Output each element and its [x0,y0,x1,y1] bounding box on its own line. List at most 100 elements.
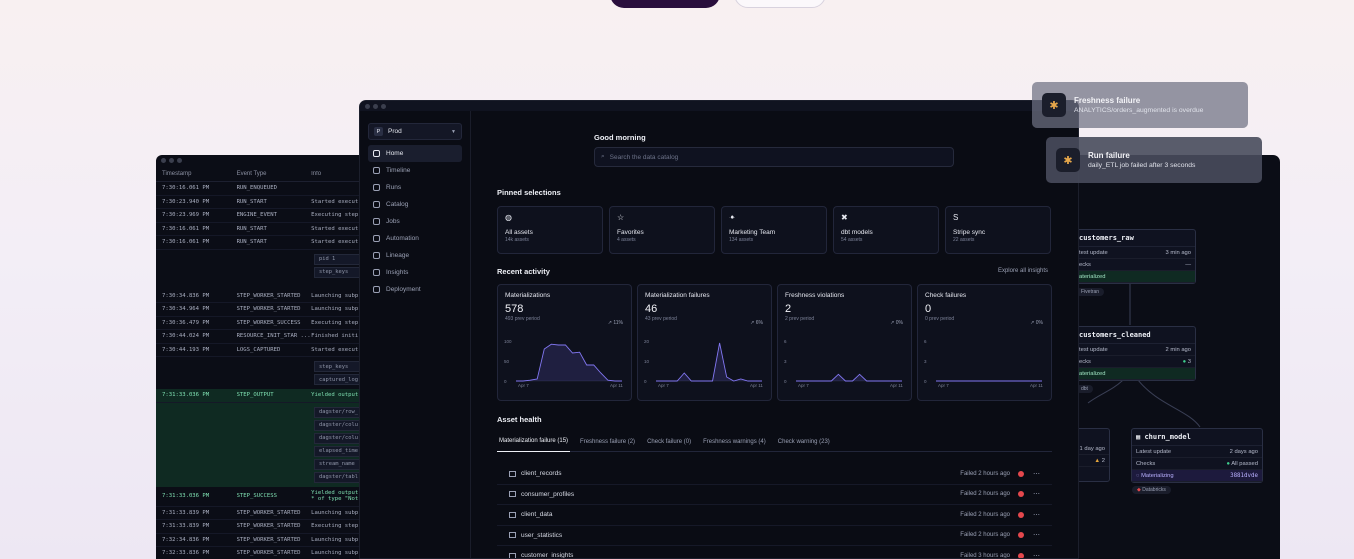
activity-card[interactable]: Check failures 0 0 prev period ↗ 0% 6 3 0 Apr 7… [917,284,1052,401]
pinned-card[interactable]: S Stripe sync 22 assets [945,206,1051,254]
log-row[interactable]: 7:31:33.036 PM STEP_OUTPUT Yielded output [156,389,376,403]
lineage-edges [1087,283,1201,428]
sidebar-item-automation[interactable]: Automation [368,230,462,247]
tab-health[interactable]: Materialization failure (15) [497,432,571,452]
table-row[interactable]: consumer_profiles Failed 2 hours ago ⋯ [497,485,1052,505]
series-area [796,374,902,381]
tab-health[interactable]: Freshness failure (2) [580,438,636,445]
y-tick-label: 20 [644,339,650,344]
mini-line-chart: 6 3 0 Apr 7 Apr 11 [784,339,903,388]
log-row[interactable]: 7:32:33.836 PM STEP_WORKER_STARTED Launchi… [156,547,376,559]
table-icon [509,532,516,539]
table-row[interactable]: customer_insights Failed 3 hours ago ⋯ [497,546,1052,559]
log-row[interactable]: 7:32:34.836 PM STEP_WORKER_STARTED Launchi… [156,534,376,547]
pinned-card[interactable]: ☆ Favorites 4 assets [609,206,715,254]
pinned-card[interactable]: ◍ All assets 14k assets [497,206,603,254]
tab-health[interactable]: Check warning (23) [777,438,830,445]
log-timestamp: 7:30:44.024 PM [162,333,210,340]
runs-icon [373,184,380,191]
log-row[interactable]: 7:30:34.836 PM STEP_WORKER_STARTED Launchi… [156,290,376,303]
sidebar-item-insights[interactable]: Insights [368,264,462,281]
pinned-card[interactable]: ꔹ Marketing Team 134 assets [721,206,827,254]
search-icon: ⌕ [601,153,605,160]
activity-card[interactable]: Freshness violations 2 2 prev period ↗ 0% 6 3… [777,284,912,401]
run-id[interactable]: 3881dvde [1230,472,1258,479]
asset-name[interactable]: client_data [521,511,553,519]
node-customers-cleaned[interactable]: customers_cleaned test update 2 min ago e… [1078,326,1196,381]
asset-name[interactable]: client_records [521,470,562,478]
asset-health-list: client_records Failed 2 hours ago ⋯ consume… [497,464,1052,559]
error-icon [1018,491,1024,498]
trend-value: 11% [613,320,623,326]
notification-freshness-failure[interactable]: ✱ Freshness failure ANALYTICS/orders_augm… [1032,82,1248,128]
log-event-type: STEP_WORKER_STARTED [236,536,301,543]
error-icon [1018,511,1024,518]
table-icon [509,511,516,518]
sidebar-item-label: Jobs [386,218,400,225]
table-row[interactable]: client_data Failed 2 hours ago ⋯ [497,505,1052,526]
log-timestamp: 7:31:33.036 PM [162,493,210,499]
log-row[interactable]: 7:30:44.193 PM LOGS_CAPTURED Started execu… [156,344,376,357]
log-row[interactable]: 7:31:33.839 PM STEP_WORKER_STARTED Launchi… [156,507,376,520]
node-partial[interactable]: 1 day ago ▲ 2 [1078,428,1110,482]
more-options-icon[interactable]: ⋯ [1033,511,1040,519]
card-value: 2 [785,303,792,315]
notification-title: Freshness failure [1074,96,1141,105]
deployment-switcher[interactable]: P Prod ▼ [368,123,462,140]
sidebar-item-catalog[interactable]: Catalog [368,196,462,213]
log-row[interactable]: 7:30:23.940 PM RUN_START Started execut [156,196,376,209]
card-trend: ↗ 0% [890,320,903,326]
log-row[interactable]: 7:30:34.964 PM STEP_WORKER_STARTED Launchi… [156,303,376,317]
pinned-name: dbt models [841,229,873,236]
trend-value: 6% [755,320,763,326]
sidebar-item-deployment[interactable]: Deployment [368,281,462,298]
more-options-icon[interactable]: ⋯ [1033,552,1040,559]
activity-card[interactable]: Materializations 578 493 prev period ↗ 11% 1… [497,284,632,401]
x-tick-label: Apr 11 [750,383,763,388]
log-row[interactable]: 7:30:16.061 PM RUN_START Started execut [156,223,376,236]
primary-cta-button[interactable] [610,0,720,8]
log-row[interactable]: 7:30:36.479 PM STEP_WORKER_SUCCESS Executi… [156,317,376,330]
explore-insights-link[interactable]: Explore all insights [997,268,1048,274]
trend-up-icon: ↗ [890,320,896,326]
pinned-card[interactable]: ✖ dbt models 54 assets [833,206,939,254]
sidebar-item-jobs[interactable]: Jobs [368,213,462,230]
log-row[interactable]: 7:30:16.061 PM RUN_START Started execut [156,236,376,250]
activity-card[interactable]: Materialization failures 46 43 prev period… [637,284,772,401]
failure-time: Failed 3 hours ago [960,552,1010,559]
recent-activity-title: Recent activity [497,267,550,276]
more-options-icon[interactable]: ⋯ [1033,532,1040,540]
table-row[interactable]: client_records Failed 2 hours ago ⋯ [497,464,1052,485]
notification-run-failure[interactable]: ✱ Run failure daily_ETL job failed after … [1046,137,1262,183]
log-row[interactable]: 7:31:33.839 PM STEP_WORKER_STARTED Executi… [156,520,376,534]
secondary-cta-button[interactable] [734,0,826,8]
sidebar-item-label: Timeline [386,167,411,174]
node-customers-raw[interactable]: customers_raw test update 3 min ago ecks —… [1078,229,1196,284]
catalog-search-input[interactable]: ⌕ Search the data catalog [594,147,954,167]
asset-name[interactable]: user_statistics [521,531,563,539]
y-tick-label: 3 [924,359,927,364]
trend-up-icon: ↗ [1030,320,1036,326]
sidebar-item-timeline[interactable]: Timeline [368,162,462,179]
log-row[interactable]: 7:30:16.061 PM RUN_ENQUEUED [156,182,376,196]
sidebar-item-lineage[interactable]: Lineage [368,247,462,264]
log-info: Yielded output [311,392,359,399]
node-churn-model[interactable]: ▦ churn_model Latest update 2 days ago Ch… [1131,428,1263,483]
card-prev-period: 493 prev period [505,316,540,322]
tab-health[interactable]: Freshness warnings (4) [703,438,766,445]
sidebar-item-runs[interactable]: Runs [368,179,462,196]
more-options-icon[interactable]: ⋯ [1033,491,1040,499]
log-row[interactable]: 7:31:33.036 PM STEP_SUCCESS Yielded output… [156,487,376,507]
tab-health[interactable]: Check failure (0) [647,438,692,445]
more-options-icon[interactable]: ⋯ [1033,470,1040,478]
sidebar-item-home[interactable]: Home [368,145,462,162]
databricks-icon: ◆ [1137,487,1141,493]
log-row[interactable]: 7:30:44.024 PM RESOURCE_INIT_STAR ... Fini… [156,330,376,344]
asset-name[interactable]: customer_insights [521,552,574,559]
log-row[interactable]: 7:30:23.969 PM ENGINE_EVENT Executing step [156,209,376,223]
asset-name[interactable]: consumer_profiles [521,490,575,498]
card-value: 0 [925,303,932,315]
log-info: Finished initi [311,333,359,340]
table-row[interactable]: user_statistics Failed 2 hours ago ⋯ [497,526,1052,546]
log-metadata: dagster/row_ dagster/colu dagster/colu elap… [156,402,376,487]
